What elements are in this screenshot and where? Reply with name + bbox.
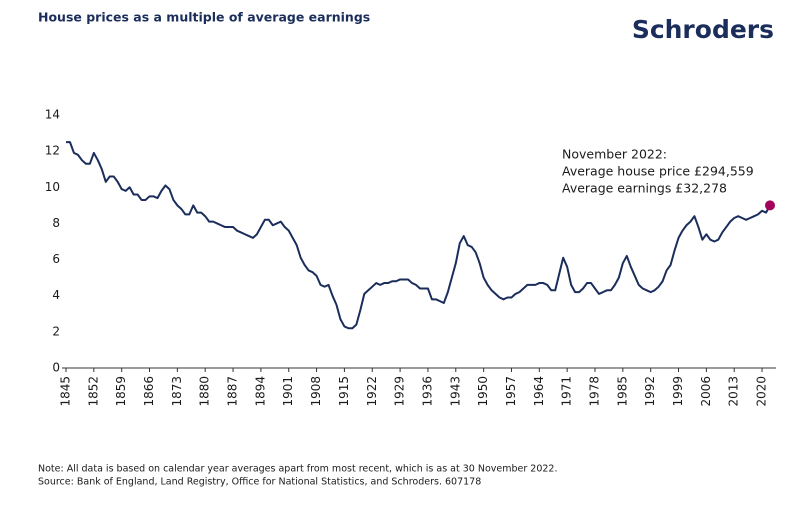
- annotation: Average earnings £32,278: [562, 181, 727, 196]
- x-tick-label: 1887: [226, 376, 240, 407]
- y-tick-label: 6: [52, 252, 60, 266]
- chart-title: House prices as a multiple of average ea…: [38, 10, 370, 25]
- x-tick-label: 2013: [727, 376, 741, 407]
- x-tick-label: 1901: [281, 376, 295, 407]
- annotation: November 2022:: [562, 147, 667, 162]
- y-tick-label: 10: [45, 180, 60, 194]
- y-tick-label: 14: [45, 108, 60, 122]
- x-tick-label: 1873: [170, 376, 184, 407]
- x-tick-label: 1852: [86, 376, 100, 407]
- x-tick-label: 1936: [420, 376, 434, 407]
- x-tick-label: 1908: [309, 376, 323, 407]
- y-tick-label: 8: [52, 216, 60, 230]
- y-tick-label: 2: [52, 324, 60, 338]
- note: Note: All data is based on calendar year…: [38, 464, 558, 475]
- x-tick-label: 1943: [448, 376, 462, 407]
- annotation: Average house price £294,559: [562, 164, 754, 179]
- x-tick-label: 1866: [142, 376, 156, 407]
- x-tick-label: 1957: [504, 376, 518, 407]
- x-tick-label: 1964: [532, 376, 546, 407]
- x-tick-label: 1880: [198, 376, 212, 407]
- logo: Schroders: [632, 15, 774, 44]
- x-tick-label: 1922: [365, 376, 379, 407]
- x-tick-label: 1894: [253, 376, 267, 407]
- y-tick-label: 4: [52, 288, 60, 302]
- x-tick-label: 1971: [560, 376, 574, 407]
- x-tick-label: 2020: [755, 376, 769, 407]
- y-tick-label: 12: [45, 144, 60, 158]
- x-tick-label: 2006: [699, 376, 713, 407]
- y-tick-label: 0: [52, 361, 60, 375]
- x-tick-label: 1992: [643, 376, 657, 407]
- x-tick-label: 1950: [476, 376, 490, 407]
- note: Source: Bank of England, Land Registry, …: [38, 477, 481, 488]
- x-tick-label: 1845: [59, 376, 73, 407]
- x-tick-label: 1929: [393, 376, 407, 407]
- x-tick-label: 1985: [615, 376, 629, 407]
- x-tick-label: 1859: [114, 376, 128, 407]
- x-tick-label: 1999: [671, 376, 685, 407]
- x-tick-label: 1915: [337, 376, 351, 407]
- end-marker: [765, 200, 775, 211]
- x-tick-label: 1978: [587, 376, 601, 407]
- line: [66, 141, 771, 330]
